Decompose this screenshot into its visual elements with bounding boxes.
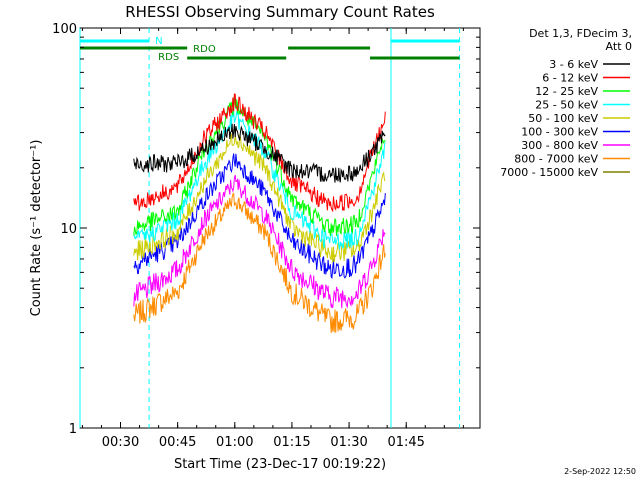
x-tick-label: 00:30 [102,435,139,450]
flag-label-rdo: RDO [193,44,216,55]
y-tick-label: 10 [60,222,77,237]
legend-title-line-1: Det 1,3, FDecim 3, [529,27,632,40]
series-line-6-12-keV [133,93,386,213]
series-line-12-25-keV [133,95,386,237]
y-axis-label: Count Rate (s⁻¹ detector⁻¹) [29,140,44,317]
legend-entry-label: 7000 - 15000 keV [500,166,598,179]
x-tick-label: 01:15 [273,435,310,450]
legend-title-line-2: Att 0 [606,40,632,53]
x-tick-label: 01:30 [330,435,367,450]
legend-entry-label: 50 - 100 keV [528,112,598,125]
legend-entry-label: 100 - 300 keV [521,126,598,139]
legend-entry-label: 6 - 12 keV [542,72,598,85]
series-line-3-6-keV [133,123,386,183]
series-line-50-100-keV [133,133,386,263]
y-tick-label: 100 [52,22,77,37]
series-traces [133,93,386,334]
x-axis-label: Start Time (23-Dec-17 00:19:22) [174,457,386,472]
y-tick-label: 1 [69,422,77,437]
x-tick-label: 00:45 [159,435,196,450]
y-axis-ticks: 1 10 100 [52,22,480,437]
legend-entry-label: 25 - 50 keV [535,99,598,112]
x-tick-label: 01:00 [216,435,253,450]
series-line-300-800-keV [133,174,386,309]
chart-title: RHESSI Observing Summary Count Rates [125,3,435,21]
series-line-100-300-keV [133,153,386,280]
flag-label-n: N [155,36,162,47]
flag-label-rds: RDS [158,52,179,63]
legend-entry-label: 300 - 800 keV [521,139,598,152]
series-line-800-7000-keV [133,192,386,334]
footer-timestamp: 2-Sep-2022 12:50 [564,467,636,476]
legend-entry-label: 3 - 6 keV [549,58,598,71]
x-tick-label: 01:45 [387,435,424,450]
x-axis-ticks: 00:30 00:45 01:00 01:15 01:30 01:45 [81,28,464,450]
legend-entry-label: 12 - 25 keV [535,85,598,98]
legend-entry-label: 800 - 7000 keV [514,153,598,166]
